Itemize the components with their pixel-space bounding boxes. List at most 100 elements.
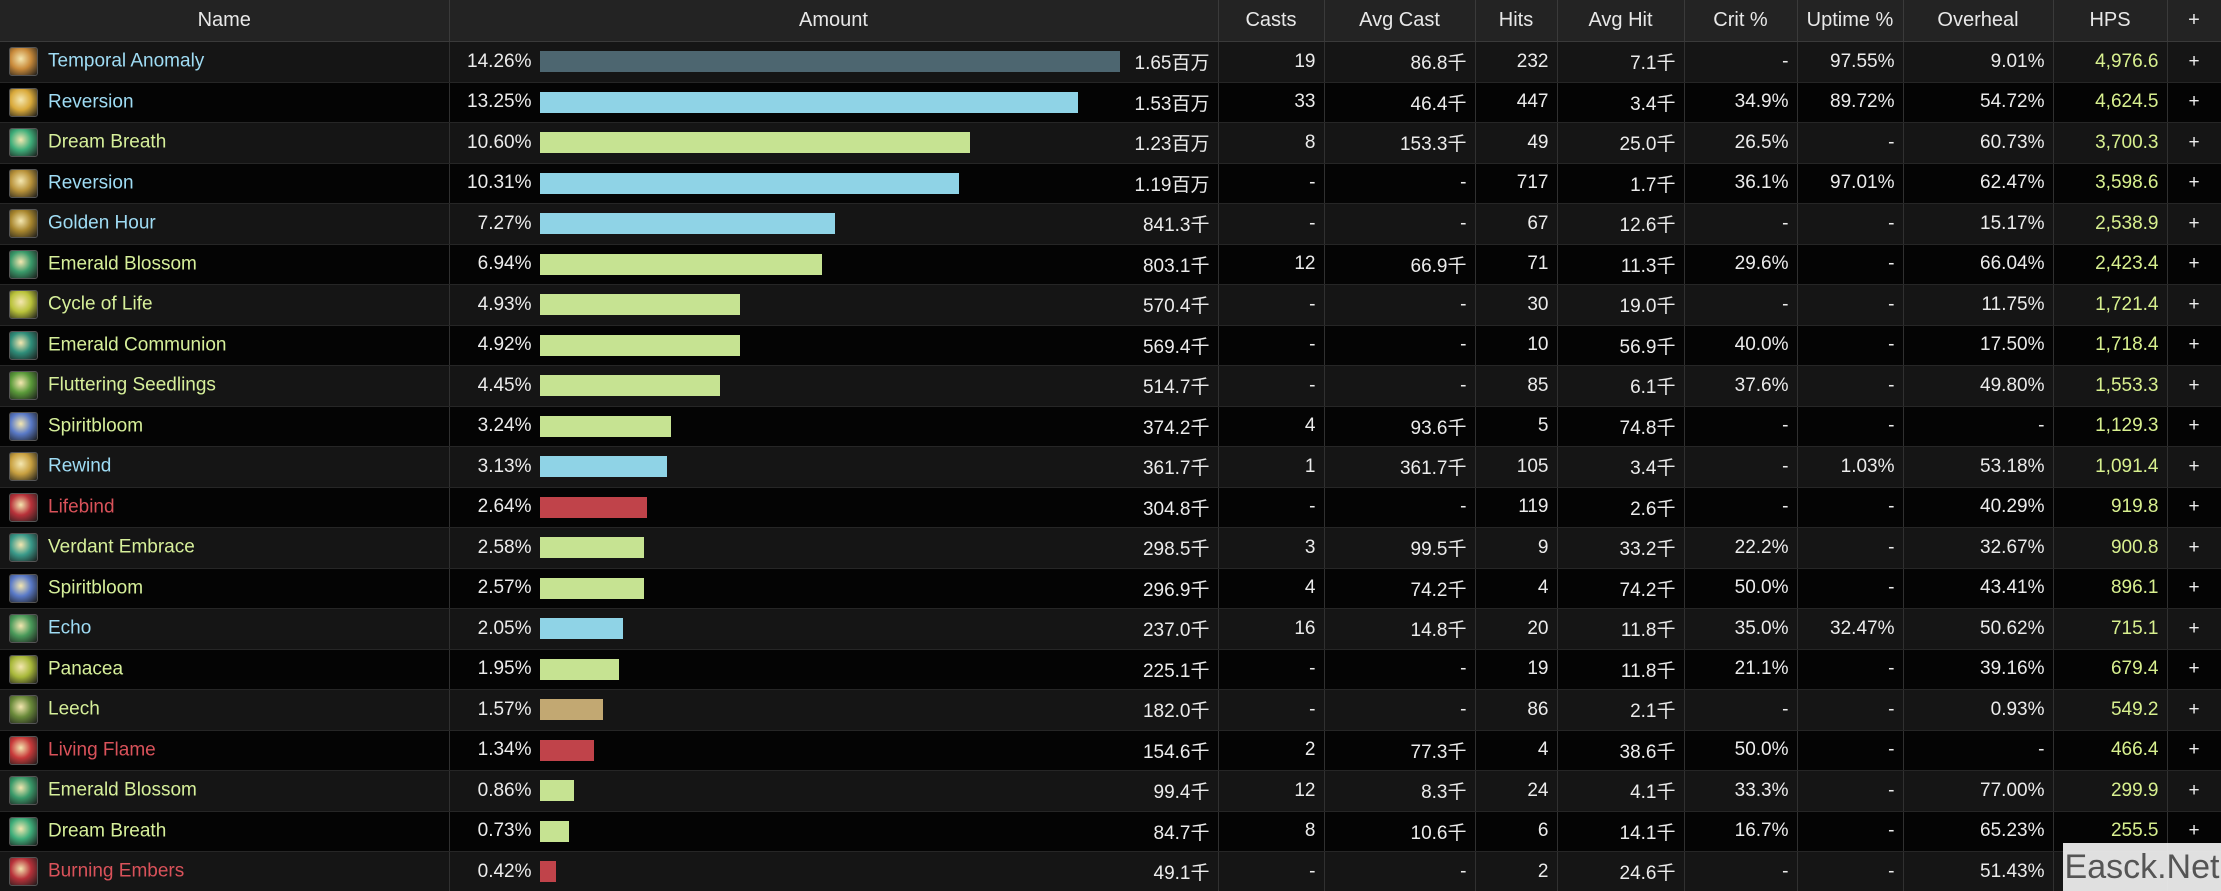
table-row[interactable]: Fluttering Seedlings 4.45% 514.7千 - -85 6.1千 3… <box>0 365 2221 407</box>
ability-name-cell[interactable]: Reversion <box>0 82 450 123</box>
ability-name-cell[interactable]: Spiritbloom <box>0 406 450 447</box>
ability-name-cell[interactable]: Echo <box>0 608 450 650</box>
expand-row-button[interactable]: + <box>2167 244 2221 285</box>
ability-name-cell[interactable]: Reversion <box>0 163 450 204</box>
ability-name-link[interactable]: Spiritbloom <box>48 415 144 437</box>
expand-row-button[interactable]: + <box>2167 487 2221 528</box>
ability-name-link[interactable]: Lifebind <box>48 496 115 518</box>
column-header-hps[interactable]: HPS <box>2053 0 2168 42</box>
table-row[interactable]: Rewind 3.13% 361.7千 1 361.7千 105 3.4千 -1.03% 53.… <box>0 446 2221 488</box>
expand-row-button[interactable]: + <box>2167 122 2221 164</box>
hps-cell: 900.8 <box>2053 527 2168 569</box>
table-row[interactable]: Panacea 1.95% 225.1千 - -19 11.8千 21.1% -39.16% 6… <box>0 649 2221 690</box>
ability-name-cell[interactable]: Spiritbloom <box>0 568 450 609</box>
ability-name-link[interactable]: Emerald Blossom <box>48 779 197 801</box>
ability-name-link[interactable]: Golden Hour <box>48 212 156 234</box>
ability-name-cell[interactable]: Living Flame <box>0 730 450 771</box>
expand-row-button[interactable]: + <box>2167 446 2221 488</box>
ability-name-link[interactable]: Emerald Communion <box>48 334 227 356</box>
table-row[interactable]: Reversion 13.25% 1.53百万 33 46.4千 447 3.4千 34.9%… <box>0 82 2221 123</box>
ability-name-cell[interactable]: Burning Embers <box>0 851 450 891</box>
table-row[interactable]: Lifebind 2.64% 304.8千 - -119 2.6千 - -40.29% 919.… <box>0 487 2221 528</box>
table-row[interactable]: Verdant Embrace 2.58% 298.5千 3 99.5千 9 33.2千 22… <box>0 527 2221 569</box>
ability-name-link[interactable]: Burning Embers <box>48 860 185 882</box>
table-row[interactable]: Spiritbloom 2.57% 296.9千 4 74.2千 4 74.2千 50.0% -… <box>0 568 2221 609</box>
column-header-name[interactable]: Name <box>0 0 450 42</box>
table-row[interactable]: Cycle of Life 4.93% 570.4千 - -30 19.0千 - -11.75… <box>0 284 2221 326</box>
ability-name-cell[interactable]: Leech <box>0 689 450 731</box>
amount-percent: 4.92% <box>477 334 532 356</box>
ability-name-link[interactable]: Dream Breath <box>48 131 167 153</box>
expand-row-button[interactable]: + <box>2167 689 2221 731</box>
table-row[interactable]: Living Flame 1.34% 154.6千 2 77.3千 4 38.6千 50.0%… <box>0 730 2221 771</box>
table-row[interactable]: Emerald Communion 4.92% 569.4千 - -10 56.9千 40.… <box>0 325 2221 366</box>
column-header-avg-cast[interactable]: Avg Cast <box>1324 0 1476 42</box>
table-row[interactable]: Dream Breath 0.73% 84.7千 8 10.6千 6 14.1千 16.7% -… <box>0 811 2221 852</box>
ability-name-link[interactable]: Spiritbloom <box>48 577 144 599</box>
expand-row-button[interactable]: + <box>2167 284 2221 326</box>
ability-name-link[interactable]: Temporal Anomaly <box>48 50 205 72</box>
amount-bar-track <box>539 537 1120 559</box>
column-header-hits[interactable]: Hits <box>1475 0 1558 42</box>
ability-name-link[interactable]: Dream Breath <box>48 820 167 842</box>
ability-name-cell[interactable]: Temporal Anomaly <box>0 41 450 83</box>
ability-name-link[interactable]: Living Flame <box>48 739 156 761</box>
ability-name-cell[interactable]: Emerald Communion <box>0 325 450 366</box>
lifebind-icon <box>9 492 38 522</box>
table-row[interactable]: Temporal Anomaly 14.26% 1.65百万 19 86.8千 232 7.… <box>0 41 2221 83</box>
column-header-crit[interactable]: Crit % <box>1684 0 1798 42</box>
ability-name-link[interactable]: Cycle of Life <box>48 293 153 315</box>
column-header-amount[interactable]: Amount <box>449 0 1219 42</box>
ability-name-cell[interactable]: Emerald Blossom <box>0 770 450 812</box>
ability-name-cell[interactable]: Fluttering Seedlings <box>0 365 450 407</box>
column-header-add[interactable]: + <box>2167 0 2221 42</box>
table-row[interactable]: Leech 1.57% 182.0千 - -86 2.1千 - -0.93% 549.2 + <box>0 689 2221 731</box>
ability-name-link[interactable]: Leech <box>48 698 100 720</box>
ability-name-link[interactable]: Verdant Embrace <box>48 536 195 558</box>
expand-row-button[interactable]: + <box>2167 568 2221 609</box>
ability-name-link[interactable]: Reversion <box>48 172 134 194</box>
column-header-overheal[interactable]: Overheal <box>1903 0 2054 42</box>
ability-name-cell[interactable]: Verdant Embrace <box>0 527 450 569</box>
expand-row-button[interactable]: + <box>2167 730 2221 771</box>
ability-name-cell[interactable]: Lifebind <box>0 487 450 528</box>
ability-name-link[interactable]: Emerald Blossom <box>48 253 197 275</box>
expand-row-button[interactable]: + <box>2167 406 2221 447</box>
ability-name-cell[interactable]: Emerald Blossom <box>0 244 450 285</box>
ability-name-link[interactable]: Fluttering Seedlings <box>48 374 216 396</box>
ability-name-cell[interactable]: Golden Hour <box>0 203 450 245</box>
table-row[interactable]: Dream Breath 10.60% 1.23百万 8 153.3千 49 25.0千 26… <box>0 122 2221 164</box>
column-header-uptime[interactable]: Uptime % <box>1797 0 1904 42</box>
table-row[interactable]: Spiritbloom 3.24% 374.2千 4 93.6千 5 74.8千 - - -1,1… <box>0 406 2221 447</box>
expand-row-button[interactable]: + <box>2167 365 2221 407</box>
ability-name-link[interactable]: Rewind <box>48 455 112 477</box>
ability-name-link[interactable]: Echo <box>48 617 92 639</box>
expand-row-button[interactable]: + <box>2167 770 2221 812</box>
table-row[interactable]: Reversion 10.31% 1.19百万 - -717 1.7千 36.1% 97.01… <box>0 163 2221 204</box>
expand-row-button[interactable]: + <box>2167 163 2221 204</box>
ability-name-cell[interactable]: Panacea <box>0 649 450 690</box>
expand-row-button[interactable]: + <box>2167 527 2221 569</box>
table-row[interactable]: Emerald Blossom 6.94% 803.1千 12 66.9千 71 11.3千… <box>0 244 2221 285</box>
ability-name-link[interactable]: Reversion <box>48 91 134 113</box>
casts-cell: 33 <box>1218 82 1325 123</box>
table-row[interactable]: Golden Hour 7.27% 841.3千 - -67 12.6千 - -15.17% 2… <box>0 203 2221 245</box>
table-row[interactable]: Burning Embers 0.42% 49.1千 - -2 24.6千 - -51.43%… <box>0 851 2221 891</box>
column-header-avg-hit[interactable]: Avg Hit <box>1557 0 1685 42</box>
expand-row-button[interactable]: + <box>2167 608 2221 650</box>
ability-name-cell[interactable]: Cycle of Life <box>0 284 450 326</box>
amount-value: 841.3千 <box>1142 215 1210 237</box>
ability-name-cell[interactable]: Dream Breath <box>0 122 450 164</box>
ability-name-link[interactable]: Panacea <box>48 658 124 680</box>
expand-row-button[interactable]: + <box>2167 203 2221 245</box>
expand-row-button[interactable]: + <box>2167 325 2221 366</box>
ability-name-cell[interactable]: Rewind <box>0 446 450 488</box>
table-row[interactable]: Echo 2.05% 237.0千 16 14.8千 20 11.8千 35.0% 32.47%… <box>0 608 2221 650</box>
avg-cast-cell: - <box>1324 325 1476 366</box>
expand-row-button[interactable]: + <box>2167 82 2221 123</box>
expand-row-button[interactable]: + <box>2167 41 2221 83</box>
ability-name-cell[interactable]: Dream Breath <box>0 811 450 852</box>
table-row[interactable]: Emerald Blossom 0.86% 99.4千 12 8.3千 24 4.1千 33.… <box>0 770 2221 812</box>
expand-row-button[interactable]: + <box>2167 649 2221 690</box>
column-header-casts[interactable]: Casts <box>1218 0 1325 42</box>
